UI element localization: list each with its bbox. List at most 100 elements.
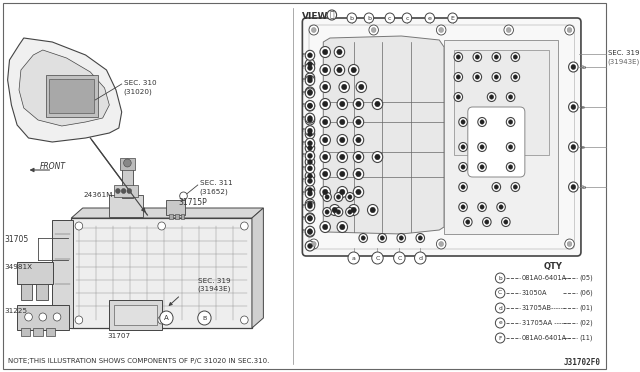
Text: 31715P: 31715P	[179, 198, 207, 207]
Text: b: b	[499, 276, 502, 280]
Circle shape	[509, 95, 513, 99]
Text: b: b	[367, 16, 371, 20]
Circle shape	[308, 187, 312, 192]
Circle shape	[116, 189, 120, 193]
Circle shape	[337, 151, 348, 163]
Text: 31707: 31707	[108, 333, 131, 339]
Circle shape	[308, 160, 312, 164]
Circle shape	[509, 120, 513, 124]
Circle shape	[337, 186, 348, 198]
Text: b: b	[350, 16, 354, 20]
Circle shape	[356, 171, 361, 177]
Circle shape	[320, 135, 330, 145]
Circle shape	[305, 73, 315, 83]
Circle shape	[511, 52, 520, 61]
Circle shape	[495, 273, 505, 283]
Circle shape	[320, 64, 330, 76]
Text: SEC. 319: SEC. 319	[198, 278, 230, 284]
Text: b: b	[581, 185, 585, 189]
Circle shape	[320, 81, 330, 93]
Circle shape	[380, 236, 385, 240]
Text: F: F	[301, 53, 304, 58]
Circle shape	[305, 199, 315, 209]
Text: F: F	[499, 336, 502, 340]
Circle shape	[308, 179, 312, 183]
Circle shape	[459, 202, 467, 212]
Circle shape	[121, 189, 126, 193]
Bar	[166, 200, 186, 215]
Circle shape	[371, 28, 376, 32]
Text: FRONT: FRONT	[40, 162, 66, 171]
Circle shape	[478, 163, 486, 171]
Circle shape	[504, 220, 508, 224]
Circle shape	[158, 222, 166, 230]
Bar	[17, 262, 53, 284]
Text: 24361M: 24361M	[84, 192, 113, 198]
Circle shape	[454, 73, 463, 81]
Circle shape	[571, 105, 576, 109]
Circle shape	[473, 73, 481, 81]
Circle shape	[309, 25, 319, 35]
Circle shape	[461, 145, 465, 149]
Circle shape	[483, 218, 491, 227]
Circle shape	[337, 99, 348, 109]
Circle shape	[466, 220, 470, 224]
Circle shape	[506, 28, 511, 32]
Bar	[52, 220, 73, 328]
Text: (01): (01)	[579, 305, 593, 311]
Text: VIEW: VIEW	[302, 12, 329, 21]
Circle shape	[492, 52, 500, 61]
Circle shape	[375, 154, 380, 160]
Bar	[17, 305, 69, 330]
Text: J31702F0: J31702F0	[564, 358, 601, 367]
Circle shape	[337, 210, 340, 214]
Circle shape	[323, 101, 328, 107]
Circle shape	[494, 55, 499, 59]
Circle shape	[340, 171, 345, 177]
Circle shape	[305, 201, 315, 211]
Text: F: F	[301, 179, 304, 183]
Text: 081A0-6401A--: 081A0-6401A--	[522, 275, 572, 281]
Circle shape	[312, 28, 316, 32]
Circle shape	[320, 186, 330, 198]
Circle shape	[305, 189, 315, 199]
Circle shape	[308, 244, 312, 248]
Bar	[444, 40, 558, 234]
Bar	[180, 214, 184, 219]
Circle shape	[348, 64, 359, 76]
Circle shape	[158, 316, 166, 324]
Bar	[122, 168, 133, 198]
Circle shape	[305, 76, 315, 86]
Text: (31943E): (31943E)	[198, 286, 231, 292]
Bar	[169, 214, 173, 219]
Circle shape	[511, 73, 520, 81]
Text: C: C	[498, 291, 502, 295]
Bar	[114, 185, 138, 197]
Text: c: c	[405, 16, 409, 20]
Circle shape	[241, 222, 248, 230]
Circle shape	[320, 99, 330, 109]
Circle shape	[308, 90, 312, 94]
Circle shape	[323, 189, 328, 195]
Circle shape	[439, 28, 444, 32]
Circle shape	[305, 163, 315, 173]
Circle shape	[337, 195, 340, 199]
Circle shape	[348, 195, 352, 199]
Circle shape	[308, 229, 312, 234]
Circle shape	[511, 183, 520, 192]
Text: SEC. 311: SEC. 311	[200, 180, 232, 186]
Circle shape	[308, 118, 312, 122]
Bar	[49, 79, 94, 113]
Circle shape	[476, 55, 479, 59]
Bar	[45, 328, 55, 336]
Circle shape	[480, 120, 484, 124]
Text: (05): (05)	[579, 275, 593, 281]
Circle shape	[568, 62, 578, 72]
Circle shape	[75, 316, 83, 324]
Text: 31705: 31705	[4, 235, 29, 244]
Circle shape	[459, 142, 467, 151]
Text: F: F	[301, 116, 304, 121]
Circle shape	[353, 116, 364, 128]
Circle shape	[323, 137, 328, 143]
Circle shape	[476, 75, 479, 79]
